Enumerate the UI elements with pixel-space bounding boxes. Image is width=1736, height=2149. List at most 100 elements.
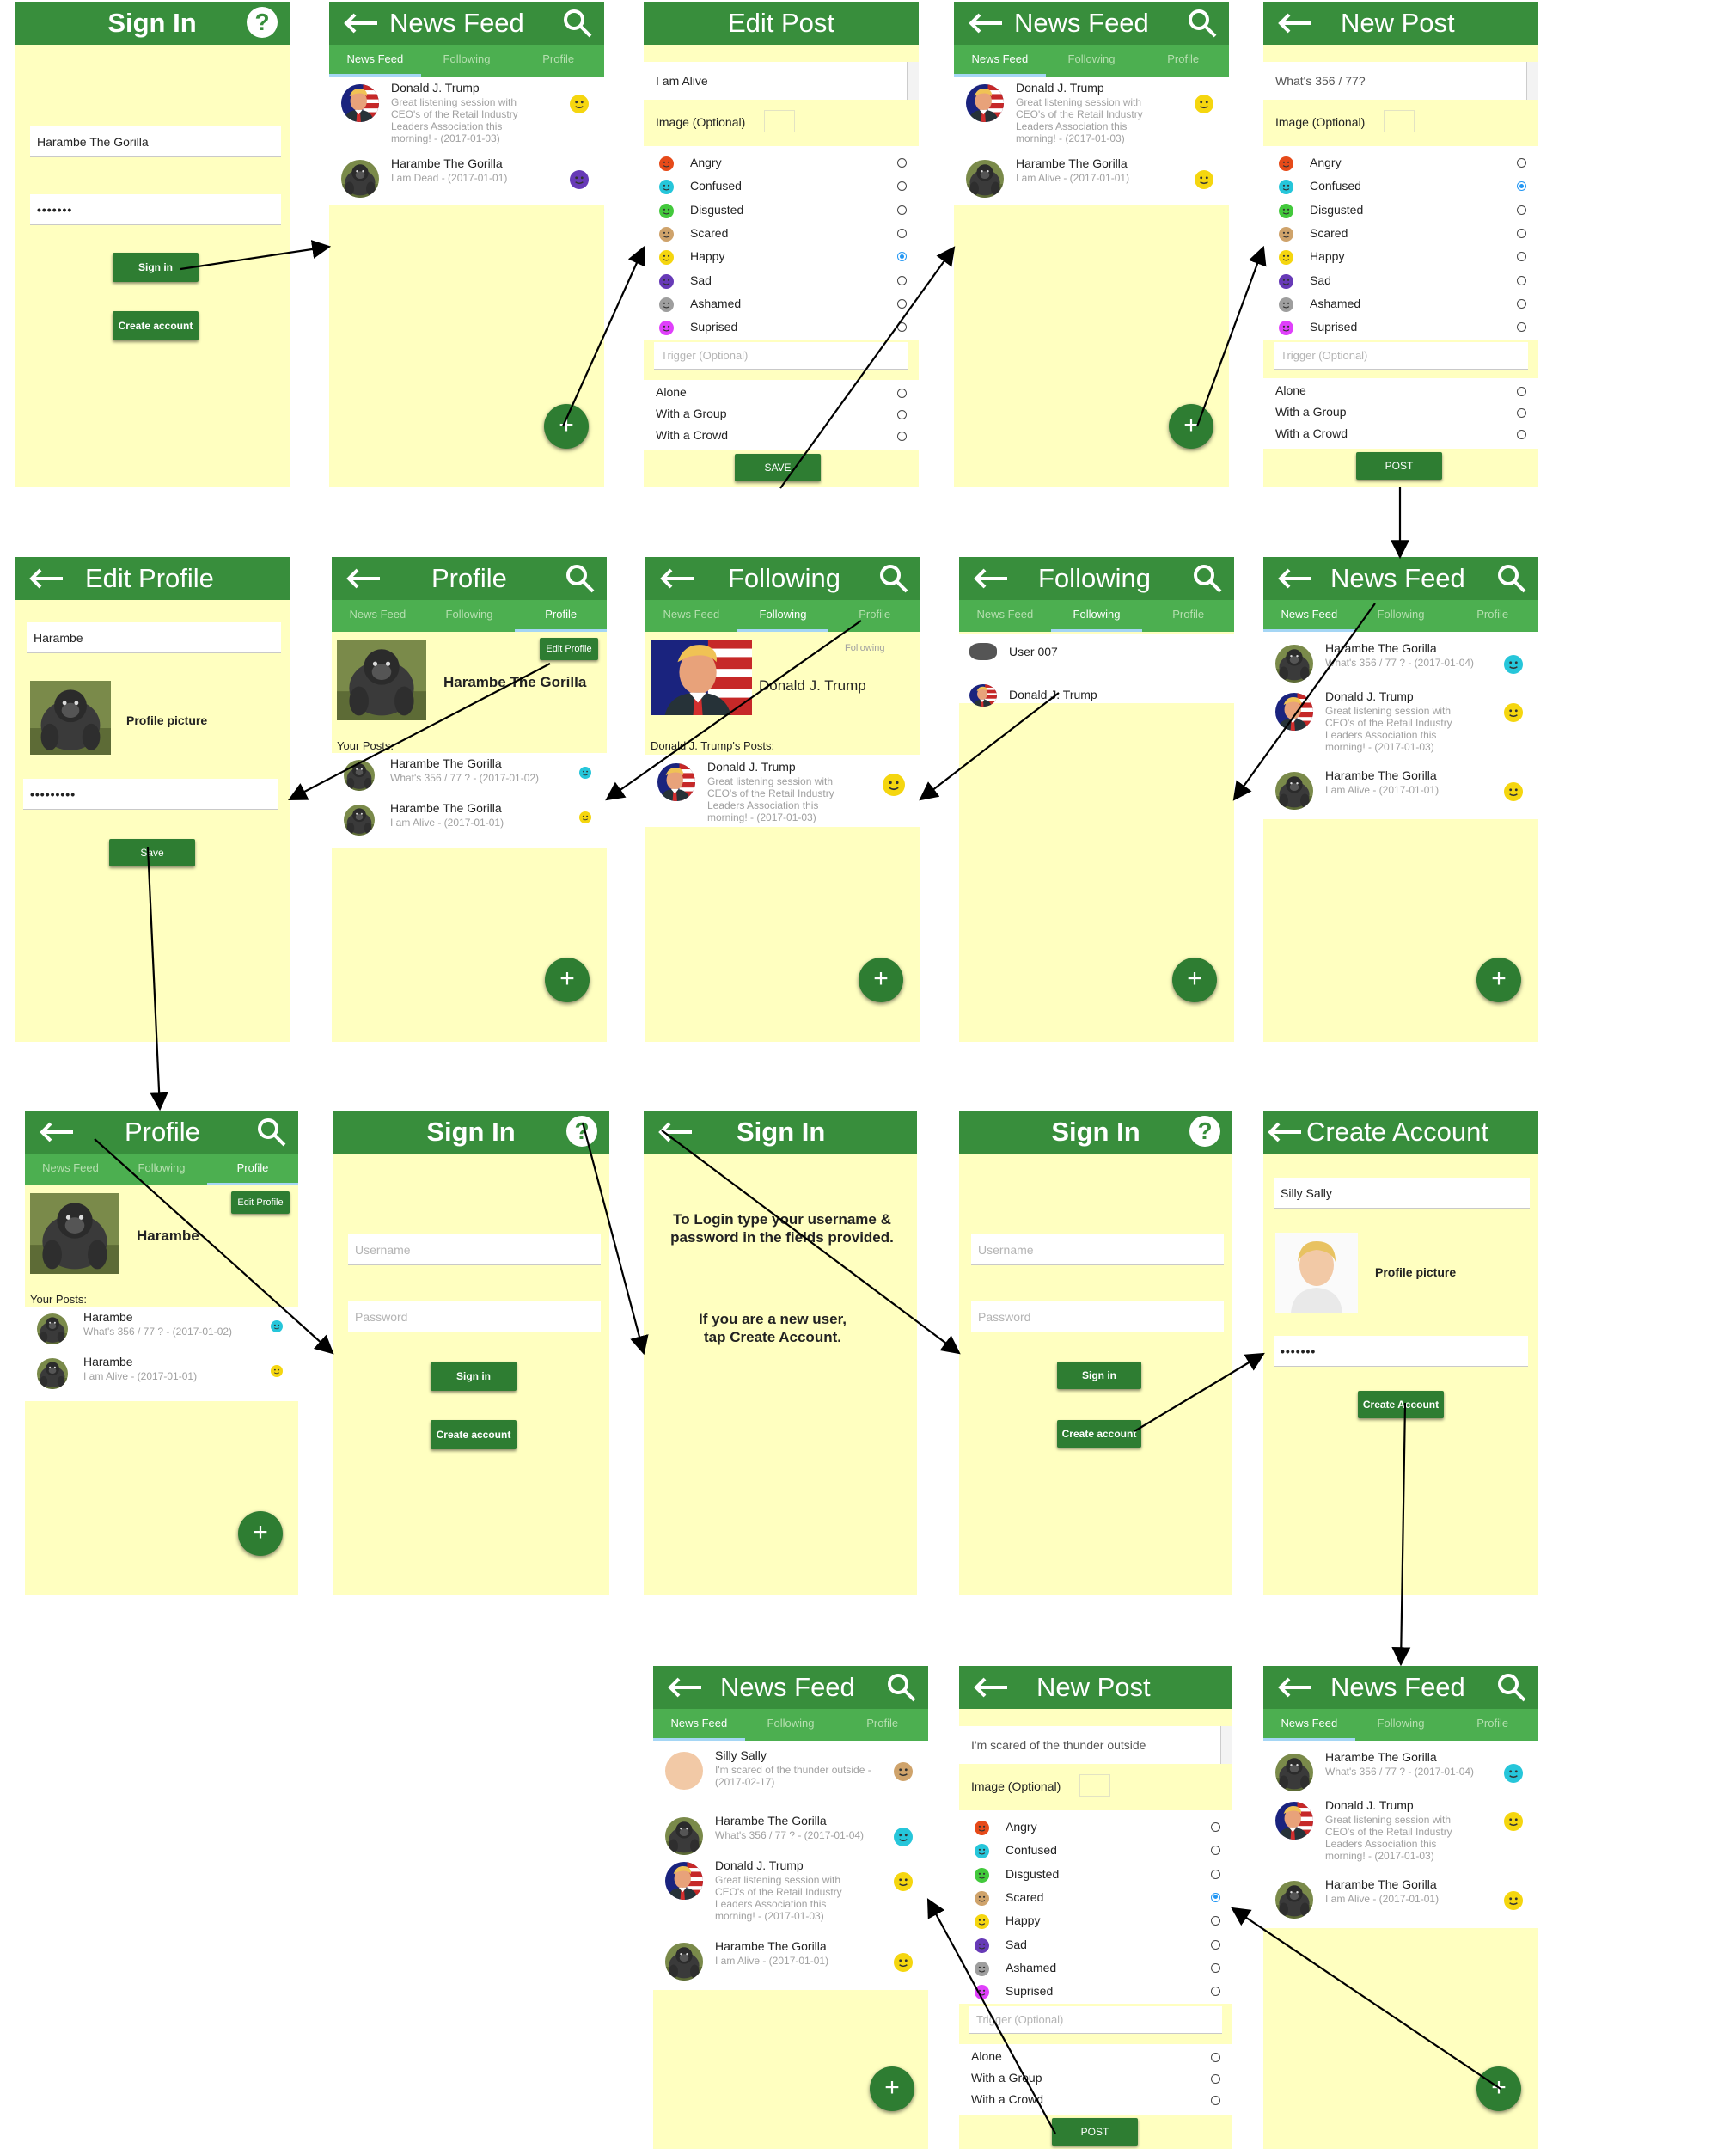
list-item[interactable]: User 007	[968, 640, 1224, 664]
tab-profile[interactable]: Profile	[866, 1717, 899, 1730]
radio-icon[interactable]	[1517, 430, 1526, 439]
list-item[interactable]: Harambe The Gorilla What's 356 / 77 ? - (…	[662, 1812, 918, 1855]
username-field[interactable]: Harambe The Gorilla	[30, 126, 281, 157]
radio-icon[interactable]	[1211, 2074, 1220, 2084]
trigger-field[interactable]: Trigger (Optional)	[654, 342, 908, 370]
radio-icon[interactable]	[897, 205, 907, 215]
search-icon[interactable]	[1497, 1673, 1526, 1706]
arrow-left-icon[interactable]	[37, 1120, 75, 1148]
profile-photo[interactable]	[30, 681, 111, 755]
tab-following[interactable]: Following	[767, 1717, 815, 1730]
list-item[interactable]: Harambe The Gorilla I am Alive - (2017-01…	[963, 155, 1219, 198]
tab-following[interactable]: Following	[737, 600, 829, 632]
password-field[interactable]: •••••••	[30, 194, 281, 225]
mood-option[interactable]: Disgusted	[656, 199, 907, 222]
social-option[interactable]: With a Group	[1275, 401, 1526, 423]
username-field[interactable]: Username	[971, 1234, 1224, 1265]
radio-icon[interactable]	[897, 181, 907, 192]
tab-news-feed[interactable]: News Feed	[349, 608, 406, 621]
radio-icon[interactable]	[1211, 1939, 1220, 1950]
image-placeholder-icon[interactable]	[1079, 1774, 1110, 1797]
mood-option[interactable]: Ashamed	[971, 1956, 1220, 1980]
radio-icon[interactable]	[897, 410, 907, 419]
tab-following[interactable]: Following	[1067, 52, 1116, 65]
tab-profile[interactable]: Profile	[1476, 608, 1509, 621]
social-option[interactable]: With a Crowd	[1275, 423, 1526, 444]
tab-profile[interactable]: Profile	[1167, 52, 1200, 65]
radio-icon[interactable]	[1517, 387, 1526, 396]
password-field[interactable]: Password	[348, 1301, 601, 1332]
tab-profile[interactable]: Profile	[1476, 1717, 1509, 1730]
sign-in-button[interactable]: Sign in	[431, 1362, 517, 1391]
list-item[interactable]: Harambe The Gorilla What's 356 / 77 ? - (…	[1272, 1748, 1528, 1791]
radio-icon[interactable]	[897, 389, 907, 398]
mood-option[interactable]: Sad	[656, 269, 907, 292]
mood-option[interactable]: Suprised	[656, 315, 907, 339]
mood-option[interactable]: Scared	[1275, 222, 1526, 245]
radio-icon[interactable]	[1517, 181, 1526, 192]
radio-icon[interactable]	[1211, 1892, 1220, 1902]
edit-profile-button[interactable]: Edit Profile	[540, 638, 598, 660]
tab-following[interactable]: Following	[1377, 608, 1425, 621]
post-text-field[interactable]: What's 356 / 77?	[1275, 74, 1366, 88]
arrow-left-icon[interactable]	[966, 11, 1004, 40]
save-button[interactable]: Save	[109, 839, 195, 866]
mood-option[interactable]: Scared	[656, 222, 907, 245]
list-item[interactable]: Harambe I am Alive - (2017-01-01)	[34, 1353, 288, 1396]
radio-icon[interactable]	[1517, 408, 1526, 418]
list-item[interactable]: Donald J. Trump Great listening session w…	[1272, 1797, 1528, 1865]
list-item[interactable]: Donald J. Trump Great listening session w…	[654, 758, 910, 827]
mood-option[interactable]: Ashamed	[656, 292, 907, 315]
list-item[interactable]: Donald J. Trump Great listening session w…	[963, 79, 1219, 148]
radio-icon[interactable]	[1517, 298, 1526, 309]
mood-option[interactable]: Ashamed	[1275, 292, 1526, 315]
search-icon[interactable]	[1193, 564, 1222, 597]
radio-icon[interactable]	[897, 275, 907, 285]
list-item[interactable]: Harambe The Gorilla I am Alive - (2017-01…	[340, 799, 596, 842]
tab-news-feed[interactable]: News Feed	[653, 1709, 745, 1741]
list-item[interactable]: Donald J. Trump Great listening session w…	[662, 1857, 918, 1926]
add-post-button[interactable]: +	[544, 404, 589, 449]
search-icon[interactable]	[565, 564, 595, 597]
scrollbar[interactable]	[1220, 1726, 1232, 1764]
arrow-left-icon[interactable]	[665, 1675, 703, 1704]
tab-news-feed[interactable]: News Feed	[42, 1161, 99, 1174]
add-post-button[interactable]: +	[870, 2066, 914, 2111]
password-field[interactable]: •••••••	[1274, 1336, 1528, 1367]
tab-profile[interactable]: Profile	[515, 600, 607, 632]
radio-icon[interactable]	[1211, 1869, 1220, 1879]
arrow-left-icon[interactable]	[971, 1675, 1009, 1704]
social-option[interactable]: Alone	[656, 382, 907, 403]
arrow-left-icon[interactable]	[1275, 1675, 1313, 1704]
trigger-field[interactable]: Trigger (Optional)	[969, 2006, 1222, 2034]
profile-photo[interactable]	[1275, 1233, 1358, 1313]
radio-icon[interactable]	[1211, 2053, 1220, 2062]
sign-in-button[interactable]: Sign in	[1057, 1362, 1141, 1389]
radio-icon[interactable]	[1211, 1846, 1220, 1856]
social-option[interactable]: With a Crowd	[656, 425, 907, 446]
trigger-field[interactable]: Trigger (Optional)	[1274, 342, 1528, 370]
tab-profile[interactable]: Profile	[542, 52, 575, 65]
search-icon[interactable]	[879, 564, 908, 597]
social-option[interactable]: With a Crowd	[971, 2089, 1220, 2110]
post-text-field[interactable]: I'm scared of the thunder outside	[971, 1738, 1146, 1752]
list-item[interactable]: Harambe What's 356 / 77 ? - (2017-01-02)	[34, 1308, 288, 1351]
search-icon[interactable]	[257, 1117, 286, 1151]
social-option[interactable]: Alone	[971, 2046, 1220, 2067]
radio-icon[interactable]	[897, 228, 907, 238]
tab-news-feed[interactable]: News Feed	[663, 608, 720, 621]
tab-news-feed[interactable]: News Feed	[976, 608, 1034, 621]
arrow-left-icon[interactable]	[1265, 1120, 1303, 1148]
save-button[interactable]: SAVE	[735, 454, 821, 481]
post-button[interactable]: POST	[1052, 2118, 1138, 2146]
mood-option[interactable]: Sad	[971, 1933, 1220, 1956]
add-post-button[interactable]: +	[1476, 2066, 1521, 2111]
username-field[interactable]: Username	[348, 1234, 601, 1265]
radio-icon[interactable]	[897, 298, 907, 309]
password-field[interactable]: Password	[971, 1301, 1224, 1332]
arrow-left-icon[interactable]	[656, 1120, 694, 1148]
search-icon[interactable]	[1188, 9, 1217, 42]
create-account-button[interactable]: Create account	[113, 311, 199, 340]
radio-icon[interactable]	[1517, 158, 1526, 168]
post-button[interactable]: POST	[1356, 452, 1442, 480]
